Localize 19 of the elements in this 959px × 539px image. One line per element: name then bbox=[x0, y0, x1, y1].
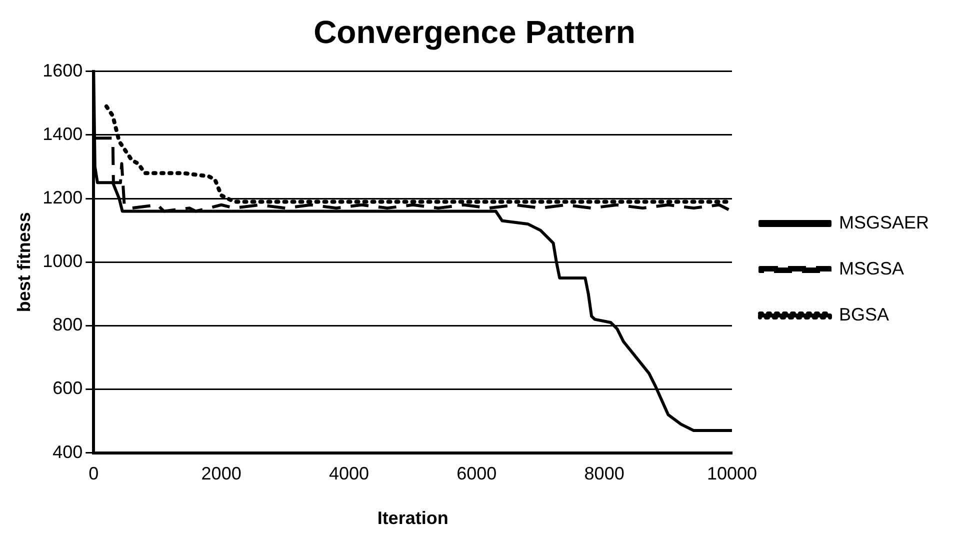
x-tick-label: 6000 bbox=[456, 464, 497, 484]
legend-label: MSGSA bbox=[838, 258, 904, 278]
legend-label: MSGSAER bbox=[838, 212, 930, 232]
y-tick-label: 1200 bbox=[42, 188, 83, 208]
x-tick-label: 8000 bbox=[584, 464, 624, 484]
x-axis-title: Iteration bbox=[377, 508, 448, 528]
x-tick-label: 10000 bbox=[706, 464, 758, 484]
chart-title: Convergence Pattern bbox=[314, 14, 636, 50]
x-tick-label: 0 bbox=[88, 464, 99, 484]
y-tick-label: 600 bbox=[52, 378, 83, 398]
y-axis-title: best fitness bbox=[14, 212, 34, 312]
y-tick-label: 400 bbox=[52, 442, 83, 462]
y-tick-label: 1600 bbox=[42, 60, 83, 80]
x-tick-label: 2000 bbox=[201, 464, 242, 484]
y-tick-label: 800 bbox=[52, 314, 83, 335]
y-tick-label: 1000 bbox=[42, 251, 83, 272]
legend-label: BGSA bbox=[838, 304, 890, 324]
y-tick-label: 1400 bbox=[42, 124, 83, 144]
x-tick-label: 4000 bbox=[328, 464, 369, 484]
